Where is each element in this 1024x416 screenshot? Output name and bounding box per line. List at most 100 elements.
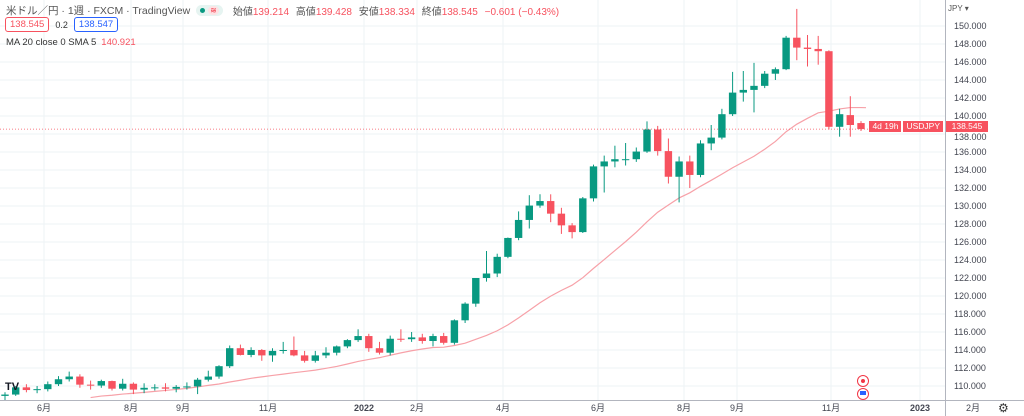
candle <box>686 155 694 188</box>
candle <box>22 384 31 393</box>
time-axis[interactable]: 6月 8月 9月 11月 2022 2月 4月 6月 8月 9月 11月 2023 2月 <box>37 403 980 413</box>
candle-body <box>161 387 170 389</box>
candle-body <box>782 37 790 70</box>
candle <box>333 345 341 356</box>
candle-body <box>450 320 459 343</box>
candle-body <box>739 89 747 93</box>
price-tick-label: 150.000 <box>954 21 987 31</box>
candle <box>728 71 737 116</box>
price-tick-label: 122.000 <box>954 273 987 283</box>
price-tick-label: 112.000 <box>954 363 986 373</box>
candle-body <box>675 161 683 177</box>
high-label: 高値 <box>295 7 316 18</box>
candle <box>718 108 726 140</box>
candle-body <box>322 352 330 356</box>
candle <box>236 344 245 356</box>
currency-selector[interactable]: JPY ▾ <box>948 4 969 13</box>
candle-body <box>654 129 662 152</box>
candle-body <box>204 376 212 380</box>
time-tick-label: 6月 <box>591 403 605 413</box>
candle-body <box>386 338 394 353</box>
candle-body <box>119 383 127 389</box>
candle <box>418 333 426 344</box>
event-marker-icon[interactable] <box>857 375 869 387</box>
candle-body <box>12 387 20 395</box>
candle-body <box>44 384 52 390</box>
market-status-pill[interactable]: ≋ <box>196 5 223 16</box>
candle <box>86 380 95 390</box>
sell-button[interactable]: 138.545 <box>5 17 50 32</box>
candle <box>771 67 780 80</box>
ma-line <box>90 106 867 399</box>
candle-body <box>65 376 73 380</box>
candle <box>172 385 180 393</box>
price-tick-label: 142.000 <box>954 93 987 103</box>
candle <box>654 125 662 156</box>
price-tick-label: 128.000 <box>954 219 987 229</box>
candle <box>300 350 309 363</box>
candle-body <box>482 273 491 278</box>
candle-body <box>589 166 598 199</box>
chart-legend: 米ドル／円 · 1週 · FXCM · TradingView ≋ 始値139.… <box>6 3 559 18</box>
low-label: 安値 <box>358 7 379 18</box>
candle-body <box>22 387 31 391</box>
price-tick-label: 148.000 <box>954 39 987 49</box>
candle-body <box>621 159 630 161</box>
candles <box>1 8 865 401</box>
candle-body <box>814 48 822 52</box>
candle-body <box>236 348 245 355</box>
candle-body <box>846 115 854 125</box>
candle <box>750 62 758 113</box>
candle <box>119 378 127 391</box>
candle-body <box>226 348 234 367</box>
indicator-label: MA 20 close 0 SMA 5 <box>6 37 97 48</box>
candle-body <box>825 51 833 127</box>
candle-body <box>97 381 105 386</box>
price-tick-label: 110.000 <box>954 381 986 391</box>
candle-body <box>611 159 619 162</box>
candle-body <box>140 387 148 390</box>
candle <box>643 121 651 153</box>
candle <box>33 386 41 394</box>
chart-title: 米ドル／円 · 1週 · FXCM · TradingView <box>6 5 191 17</box>
trade-buttons: 138.545 0.2 138.547 <box>5 17 119 32</box>
candle <box>835 108 844 137</box>
candle-body <box>718 114 726 138</box>
candle-body <box>835 114 844 127</box>
candle-body <box>418 337 426 341</box>
ma-line-group <box>90 106 867 399</box>
candle-body <box>76 376 84 385</box>
candle <box>707 125 715 151</box>
candle <box>632 147 640 162</box>
candle-body <box>172 386 180 389</box>
candle <box>44 381 52 392</box>
candle-body <box>472 278 480 304</box>
price-tick-label: 132.000 <box>954 183 987 193</box>
candle <box>536 194 544 208</box>
candle <box>557 207 566 234</box>
wave-icon: ≋ <box>208 6 219 15</box>
settings-gear-icon[interactable]: ⚙ <box>998 401 1009 415</box>
candle-body <box>300 355 309 361</box>
buy-button[interactable]: 138.547 <box>73 17 119 32</box>
candle <box>600 155 608 193</box>
candle <box>782 35 790 71</box>
candle <box>450 319 459 345</box>
candle-body <box>258 350 266 356</box>
time-tick-label: 6月 <box>37 403 51 413</box>
candle <box>611 145 619 168</box>
candle-body <box>664 151 673 177</box>
indicator-value: 140.921 <box>101 37 136 48</box>
candle-body <box>33 389 41 391</box>
candle-body <box>696 143 705 175</box>
candle <box>482 251 491 282</box>
price-axis[interactable]: 150.000 148.000 146.000 144.000 142.000 140.0… <box>954 21 987 391</box>
us-flag-event-icon[interactable] <box>857 388 869 400</box>
price-tick-label: 140.000 <box>954 111 987 121</box>
tradingview-logo[interactable]: TV <box>5 381 20 393</box>
candle <box>140 383 148 394</box>
candle-body <box>268 350 277 356</box>
grid-lines <box>0 0 945 400</box>
indicator-legend[interactable]: MA 20 close 0 SMA 5 140.921 <box>6 37 136 48</box>
